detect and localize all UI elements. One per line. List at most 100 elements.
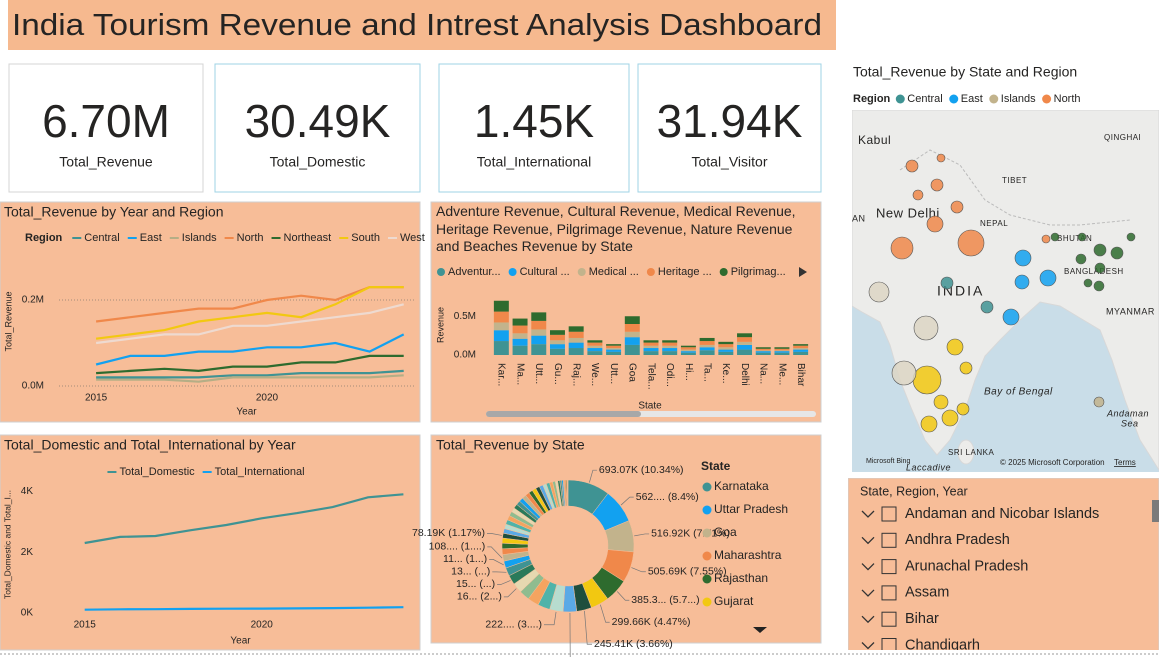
expand-chevron[interactable]	[861, 536, 875, 545]
map-bubble	[912, 365, 942, 395]
map-bubble	[980, 300, 994, 314]
bar-segment	[493, 341, 509, 355]
map-bubble	[957, 229, 985, 257]
legend-swatch	[437, 268, 445, 276]
bar-segment	[606, 349, 622, 352]
legend-label: Gujarat	[714, 594, 754, 608]
map-border	[899, 149, 1131, 226]
legend-label: Islands	[1001, 93, 1036, 105]
checkbox[interactable]	[881, 506, 897, 522]
map-bubble	[905, 159, 919, 173]
map-bubble	[941, 409, 959, 427]
bar-segment	[549, 344, 565, 349]
map-label: NEPAL	[980, 219, 1008, 228]
bar-segment	[662, 342, 678, 346]
legend: Region Central East Islands North Northeast So…	[25, 232, 425, 244]
y-tick-label: 2K	[21, 547, 34, 558]
slicer-item[interactable]: Assam	[905, 585, 949, 601]
slicer-item[interactable]: Arunachal Pradesh	[905, 558, 1028, 574]
legend-swatch	[949, 94, 959, 104]
bar-segment	[718, 341, 734, 345]
map-label: BANGLADESH	[1064, 267, 1124, 276]
map-bubble	[950, 200, 964, 214]
legend-swatch	[719, 268, 728, 276]
bar-segment	[755, 351, 771, 353]
x-tick-label: Raj...	[571, 363, 582, 386]
kpi-label: Total_Revenue	[59, 154, 153, 170]
legend-label: Maharashtra	[714, 548, 782, 562]
y-axis-title: Revenue	[435, 307, 445, 343]
data-label: 299.66K (4.47%)	[612, 616, 691, 628]
bar-segment	[531, 335, 547, 345]
bar-segment	[531, 344, 547, 355]
bar-segment	[531, 320, 547, 330]
legend-label: Central	[907, 93, 942, 105]
leader-line	[616, 591, 630, 601]
bar-segment	[493, 311, 509, 323]
bar-segment	[793, 344, 809, 346]
map-label: New Delhi	[876, 205, 940, 220]
checkbox[interactable]	[881, 559, 897, 575]
chart-title: Total_Domestic and Total_International b…	[4, 437, 296, 453]
slicer-item[interactable]: Bihar	[905, 611, 939, 627]
y-tick-label: 0K	[21, 608, 34, 619]
checkbox[interactable]	[881, 532, 897, 548]
legend-label: West	[400, 232, 425, 244]
kpi-value: 30.49K	[245, 95, 391, 147]
expand-chevron[interactable]	[861, 615, 875, 624]
expand-chevron[interactable]	[861, 510, 875, 518]
leader-line	[631, 567, 646, 573]
expand-chevron[interactable]	[861, 589, 875, 597]
slicer-item[interactable]: Andaman and Nicobar Islands	[905, 506, 1099, 522]
slicer-scrollbar[interactable]	[1152, 500, 1159, 522]
x-tick-label: Ke...	[720, 363, 731, 384]
kpi-card	[637, 63, 822, 193]
kpi-card	[214, 63, 421, 193]
bar-segment	[643, 340, 659, 343]
bar-segment	[587, 342, 603, 346]
map-bubble	[946, 338, 964, 356]
bar-segment	[587, 351, 603, 355]
legend-swatch	[1042, 94, 1052, 104]
checkbox[interactable]	[881, 585, 897, 601]
legend-title: Region	[25, 232, 63, 244]
kpi-label: Total_International	[477, 154, 591, 170]
data-label: 13... (...)	[451, 566, 490, 578]
map-bubble	[956, 402, 970, 416]
expand-chevron[interactable]	[861, 563, 875, 571]
legend-scroll-arrow[interactable]	[753, 627, 767, 633]
map-label: QINGHAI	[1104, 133, 1141, 142]
x-tick-label: 2015	[74, 620, 97, 631]
kpi-label: Total_Visitor	[691, 154, 767, 170]
data-label: 16... (2...)	[457, 591, 502, 603]
map-bubble	[959, 361, 973, 375]
kpi-value: 6.70M	[42, 95, 170, 147]
bar-segment	[774, 350, 790, 352]
bar-segment	[643, 345, 659, 349]
bar-segment	[568, 331, 584, 338]
bar-segment	[793, 351, 809, 355]
x-tick-label: Na...	[758, 363, 769, 384]
bar-segment	[568, 348, 584, 355]
x-tick-label: Ma...	[514, 363, 525, 385]
data-label: 15... (...)	[456, 578, 495, 590]
map-terms[interactable]: Terms	[1114, 458, 1136, 467]
slicer-item[interactable]: Chandigarh	[905, 637, 980, 653]
legend-swatch	[702, 505, 712, 515]
legend-scroll-arrow[interactable]	[799, 267, 807, 277]
x-tick-label: Me...	[776, 363, 787, 385]
scrollbar-thumb[interactable]	[486, 411, 641, 417]
map-label: Bay of Bengal	[984, 387, 1053, 398]
bar-segment	[680, 347, 696, 350]
data-label: 385.3... (5.7...)	[631, 594, 699, 606]
map-bubble	[1075, 253, 1087, 265]
bar-segment	[718, 344, 734, 348]
slicer-item[interactable]: Andhra Pradesh	[905, 532, 1010, 548]
legend-label: East	[140, 232, 162, 244]
bar-segment	[493, 322, 509, 331]
bar-segment	[493, 330, 509, 342]
checkbox[interactable]	[881, 611, 897, 627]
checkbox[interactable]	[881, 638, 897, 653]
bar-segment	[493, 300, 509, 312]
expand-chevron[interactable]	[861, 642, 875, 650]
